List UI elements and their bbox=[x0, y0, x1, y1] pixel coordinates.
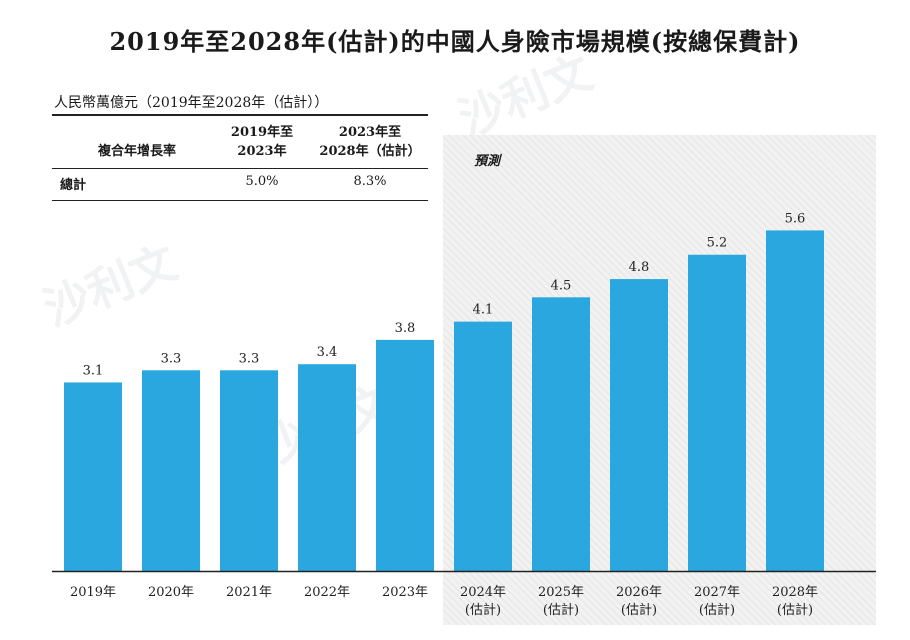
value-label: 4.8 bbox=[629, 260, 650, 275]
x-tick-label: 2019年 bbox=[70, 585, 116, 600]
bar-2022年 bbox=[298, 364, 356, 571]
unit-label: 人民幣萬億元（2019年至2028年（估計）） bbox=[54, 95, 329, 111]
x-tick-label: 2028年 bbox=[772, 585, 818, 600]
value-label: 5.2 bbox=[707, 236, 728, 251]
cagr-value-2019-2023: 5.0% bbox=[245, 174, 279, 189]
value-label: 3.3 bbox=[239, 351, 260, 366]
cagr-total-row: 總計 5.0% 8.3% bbox=[52, 172, 428, 194]
bar-2025年 bbox=[532, 297, 590, 571]
value-label: 3.1 bbox=[83, 363, 104, 378]
x-tick-label: 2024年 bbox=[460, 585, 506, 600]
x-tick-label: 2025年 bbox=[538, 585, 584, 600]
x-tick-label: 2023年 bbox=[382, 585, 428, 600]
x-tick-label-estimate: (估計) bbox=[621, 602, 657, 618]
x-tick-label: 2022年 bbox=[304, 585, 350, 600]
bar-2028年 bbox=[766, 230, 824, 571]
bar-2026年 bbox=[610, 279, 668, 571]
x-tick-label: 2027年 bbox=[694, 585, 740, 600]
bar-2020年 bbox=[142, 370, 200, 571]
cagr-value-2023-2028: 8.3% bbox=[353, 174, 387, 189]
bar-2024年 bbox=[454, 321, 512, 571]
chart-title: 2019年至2028年(估計)的中國人身險市場規模(按總保費計) bbox=[109, 27, 801, 56]
cagr-col2-line2: 2028年（估計） bbox=[319, 144, 421, 159]
value-label: 3.4 bbox=[317, 345, 338, 360]
cagr-col1-header: 2019年至 2023年 bbox=[212, 123, 312, 161]
value-label: 3.8 bbox=[395, 321, 416, 336]
x-tick-label-estimate: (估計) bbox=[543, 602, 579, 618]
cagr-row-header: 複合年增長率 bbox=[98, 144, 177, 159]
bar-2021年 bbox=[220, 370, 278, 571]
unit-rule bbox=[52, 114, 428, 116]
cagr-total-label: 總計 bbox=[60, 178, 87, 193]
cagr-col2-header: 2023年至 2028年（估計） bbox=[312, 123, 428, 161]
x-tick-label-estimate: (估計) bbox=[465, 602, 501, 618]
cagr-table: 複合年增長率 2019年至 2023年 2023年至 2028年（估計） 總計 … bbox=[52, 120, 428, 201]
value-label: 4.1 bbox=[473, 303, 494, 318]
cagr-col1-line1: 2019年至 bbox=[230, 125, 294, 140]
x-tick-label: 2020年 bbox=[148, 585, 194, 600]
value-label: 5.6 bbox=[785, 211, 806, 226]
cagr-rule-bottom bbox=[52, 200, 428, 201]
cagr-col2-line1: 2023年至 bbox=[338, 125, 402, 140]
bar-2027年 bbox=[688, 254, 746, 571]
x-tick-label-estimate: (估計) bbox=[777, 602, 813, 618]
bar-2023年 bbox=[376, 339, 434, 571]
x-tick-label: 2021年 bbox=[226, 585, 272, 600]
value-label: 3.3 bbox=[161, 351, 182, 366]
x-tick-label-estimate: (估計) bbox=[699, 602, 735, 618]
value-label: 4.5 bbox=[551, 278, 572, 293]
forecast-label: 預測 bbox=[474, 154, 501, 169]
cagr-rule-mid bbox=[52, 168, 428, 169]
cagr-header: 複合年增長率 2019年至 2023年 2023年至 2028年（估計） bbox=[52, 120, 428, 166]
bar-2019年 bbox=[64, 382, 122, 571]
x-tick-label: 2026年 bbox=[616, 585, 662, 600]
cagr-col1-line2: 2023年 bbox=[237, 144, 287, 159]
